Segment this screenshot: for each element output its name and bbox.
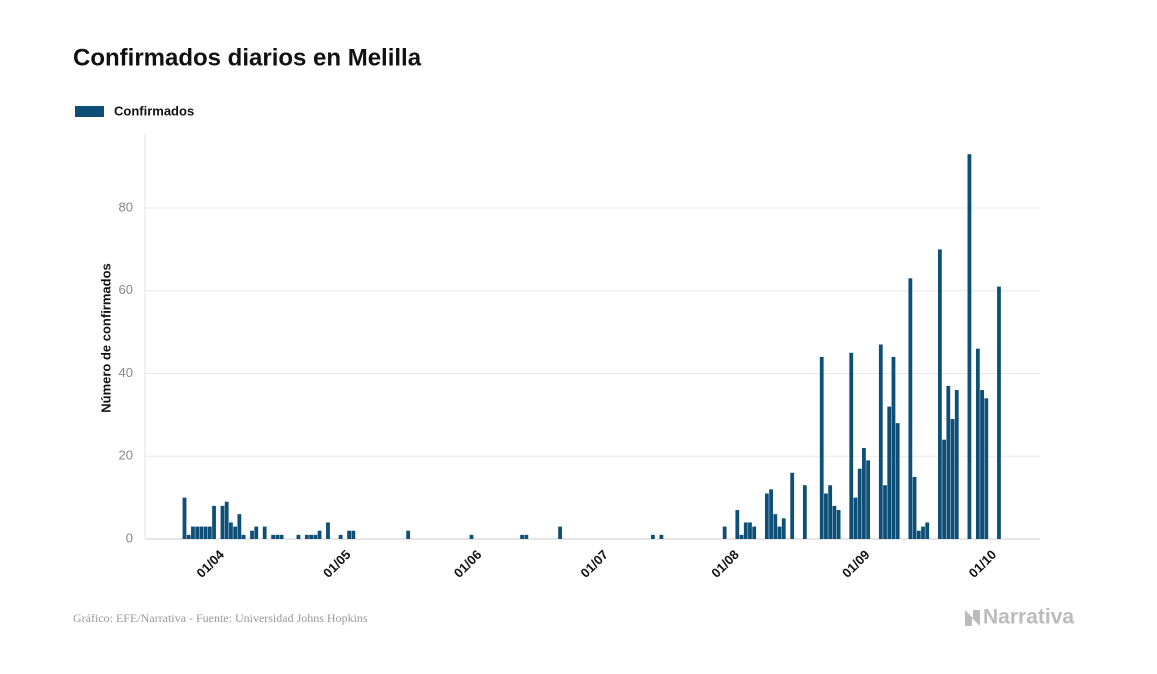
bar xyxy=(748,522,752,539)
bar xyxy=(186,534,191,539)
bar xyxy=(735,510,740,539)
bar xyxy=(651,534,655,539)
bar xyxy=(212,505,216,539)
bar xyxy=(853,497,858,539)
bar xyxy=(950,419,955,539)
bar xyxy=(275,534,280,539)
bar xyxy=(326,522,330,539)
brand-logo xyxy=(965,610,980,626)
bar xyxy=(862,447,866,539)
bar xyxy=(182,497,187,539)
y-tick-label: 40 xyxy=(119,365,133,380)
bar xyxy=(195,526,200,539)
bar xyxy=(781,518,786,539)
bar xyxy=(250,530,254,539)
source-note: Gráfico: EFE/Narrativa - Fuente: Univers… xyxy=(73,611,368,625)
x-tick-label: 01/07 xyxy=(577,547,611,581)
bar xyxy=(790,472,795,539)
bar xyxy=(921,526,925,539)
bar xyxy=(220,505,225,539)
bar xyxy=(967,154,972,539)
y-tick-label: 80 xyxy=(119,199,133,214)
bar xyxy=(279,534,284,539)
bar xyxy=(997,286,1001,539)
x-tick-label: 01/05 xyxy=(320,547,354,581)
bar xyxy=(937,249,942,539)
bar xyxy=(520,534,524,539)
bar xyxy=(469,534,474,539)
bar xyxy=(739,534,744,539)
bar xyxy=(224,501,229,539)
bar xyxy=(659,534,664,539)
bar xyxy=(233,526,238,539)
y-tick-label: 20 xyxy=(119,448,133,463)
bar xyxy=(819,356,824,539)
bar xyxy=(925,522,930,539)
bar xyxy=(237,514,242,539)
bar xyxy=(347,530,351,539)
bar xyxy=(942,439,946,539)
bar xyxy=(836,510,841,539)
bar xyxy=(406,530,411,539)
bar xyxy=(262,526,267,539)
bar xyxy=(883,485,887,539)
bar xyxy=(241,534,246,539)
bar xyxy=(832,505,837,539)
bar xyxy=(975,348,980,539)
bar xyxy=(752,526,757,539)
bar xyxy=(351,530,356,539)
chart-title: Confirmados diarios en Melilla xyxy=(73,44,422,71)
x-tick-label: 01/06 xyxy=(451,547,485,581)
bar xyxy=(722,526,727,539)
bar xyxy=(296,534,301,539)
bar xyxy=(891,356,896,539)
bar xyxy=(254,526,259,539)
bar xyxy=(743,522,748,539)
bar xyxy=(317,530,322,539)
bar xyxy=(309,534,313,539)
bar xyxy=(887,406,892,539)
bar xyxy=(191,526,195,539)
legend-label: Confirmados xyxy=(114,103,194,118)
bar xyxy=(908,278,913,539)
bar xyxy=(203,526,208,539)
bar xyxy=(338,534,343,539)
bar xyxy=(271,534,276,539)
x-tick-label: 01/04 xyxy=(193,546,227,580)
bar xyxy=(199,526,204,539)
bar xyxy=(946,385,951,539)
bar xyxy=(984,398,989,539)
bar xyxy=(524,534,529,539)
bar xyxy=(954,390,959,539)
bar xyxy=(866,460,871,539)
bar xyxy=(912,476,917,539)
bar xyxy=(824,493,828,539)
x-tick-label: 01/10 xyxy=(966,547,1000,581)
x-tick-label: 01/09 xyxy=(839,547,873,581)
brand: Narrativa xyxy=(983,606,1074,629)
bar xyxy=(764,493,769,539)
y-tick-label: 0 xyxy=(126,530,133,545)
bar xyxy=(828,485,833,539)
bar xyxy=(207,526,212,539)
bar xyxy=(916,530,921,539)
bar xyxy=(773,514,778,539)
bar xyxy=(229,522,233,539)
legend-swatch xyxy=(75,106,104,117)
bar xyxy=(558,526,562,539)
bar xyxy=(878,344,883,539)
bar xyxy=(857,468,862,539)
bar xyxy=(313,534,318,539)
bar xyxy=(777,526,782,539)
bar xyxy=(769,489,773,539)
bar xyxy=(895,423,900,539)
x-tick-label: 01/08 xyxy=(708,547,742,581)
y-axis-label: Número de confirmados xyxy=(98,263,113,413)
bar xyxy=(980,390,984,539)
bar xyxy=(802,485,807,539)
y-tick-label: 60 xyxy=(119,282,133,297)
bar xyxy=(849,352,854,539)
bar xyxy=(304,534,309,539)
